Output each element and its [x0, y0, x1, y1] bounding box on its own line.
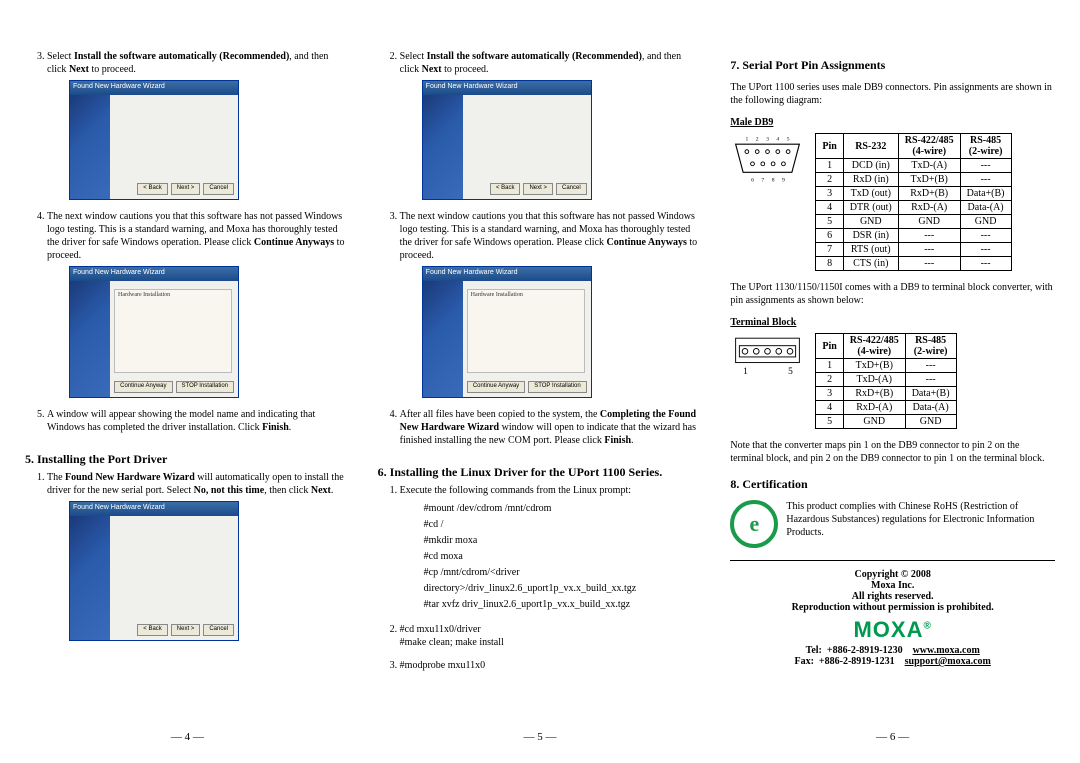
cancel-button[interactable]: Cancel: [556, 183, 587, 195]
section-5-heading: 5. Installing the Port Driver: [25, 452, 350, 467]
linux-step2: #cd mxu11x0/driver #make clean; make ins…: [400, 623, 703, 649]
titlebar: Found New Hardware Wizard: [423, 267, 591, 281]
contact-tel: Tel: +886-2-8919-1230 www.moxa.com: [730, 645, 1055, 656]
warning-panel: Hardware Installation: [114, 289, 232, 373]
stop-button[interactable]: STOP Installation: [528, 381, 586, 393]
tb-pin-table: PinRS-422/485(4-wire)RS-485(2-wire)1TxD+…: [815, 333, 956, 429]
titlebar: Found New Hardware Wizard: [70, 267, 238, 281]
page-num-4: — 4 —: [25, 731, 350, 743]
p4-step4: The next window cautions you that this s…: [47, 210, 350, 398]
terminal-block-diagram: 1 5: [730, 331, 805, 386]
contact-fax: Fax: +886-2-8919-1231 support@moxa.com: [730, 656, 1055, 667]
section-6-heading: 6. Installing the Linux Driver for the U…: [378, 465, 703, 480]
warning-panel: Hardware Installation: [467, 289, 585, 373]
linux-commands-1: #mount /dev/cdrom /mnt/cdrom #cd / #mkdi…: [424, 501, 703, 613]
screenshot-wizard-1: Found New Hardware Wizard < Back Next > …: [69, 80, 239, 200]
dialog-body: Hardware Installation Continue Anyway ST…: [70, 281, 238, 397]
wizard-banner: [70, 281, 110, 397]
hw-install-heading: Hardware Installation: [115, 290, 231, 302]
wizard-banner: [423, 281, 463, 397]
dialog-body: < Back Next > Cancel: [70, 95, 238, 199]
page-num-5: — 5 —: [378, 731, 703, 743]
titlebar: Found New Hardware Wizard: [70, 502, 238, 516]
rohs-icon: e: [730, 500, 778, 548]
svg-text:3: 3: [766, 136, 769, 142]
divider: [730, 560, 1055, 561]
page5-steps: Select Install the software automaticall…: [378, 50, 703, 457]
p4-step5: A window will appear showing the model n…: [47, 408, 350, 434]
wizard-banner: [423, 95, 463, 199]
next-button[interactable]: Next >: [523, 183, 553, 195]
linux-steps: Execute the following commands from the …: [378, 484, 703, 682]
moxa-logo: MOXA®: [730, 617, 1055, 643]
titlebar: Found New Hardware Wizard: [423, 81, 591, 95]
port-driver-steps: The Found New Hardware Wizard will autom…: [25, 471, 350, 651]
male-db9-heading: Male DB9: [730, 117, 1055, 128]
next-button[interactable]: Next >: [171, 183, 201, 195]
wizard-banner: [70, 95, 110, 199]
page-4: Select Install the software automaticall…: [25, 50, 350, 743]
hw-install-heading: Hardware Installation: [468, 290, 584, 302]
p5-step4: After all files have been copied to the …: [400, 408, 703, 447]
linux-step1: Execute the following commands from the …: [400, 484, 703, 613]
continue-button[interactable]: Continue Anyway: [114, 381, 172, 393]
linux-step3: #modprobe mxu11x0: [400, 659, 703, 672]
moxa-inc: Moxa Inc.: [730, 580, 1055, 591]
dialog-body: < Back Next > Cancel: [423, 95, 591, 199]
page4-steps: Select Install the software automaticall…: [25, 50, 350, 444]
page-num-6: — 6 —: [730, 731, 1055, 743]
screenshot-hwinstall-1: Found New Hardware Wizard Hardware Insta…: [69, 266, 239, 398]
page-layout: Select Install the software automaticall…: [25, 50, 1055, 743]
dialog-body: Hardware Installation Continue Anyway ST…: [423, 281, 591, 397]
p4-step3: Select Install the software automaticall…: [47, 50, 350, 200]
terminal-block-heading: Terminal Block: [730, 317, 1055, 328]
back-button[interactable]: < Back: [490, 183, 521, 195]
next-button[interactable]: Next >: [171, 624, 201, 636]
email-link[interactable]: support@moxa.com: [905, 656, 991, 667]
p5-step3: The next window cautions you that this s…: [400, 210, 703, 398]
svg-text:7: 7: [762, 178, 765, 184]
page-5: Select Install the software automaticall…: [378, 50, 703, 743]
screenshot-wizard-2: Found New Hardware Wizard < Back Next > …: [422, 80, 592, 200]
continue-button[interactable]: Continue Anyway: [467, 381, 525, 393]
screenshot-hwinstall-2: Found New Hardware Wizard Hardware Insta…: [422, 266, 592, 398]
svg-text:1: 1: [746, 136, 749, 142]
copyright-line: Copyright © 2008: [730, 569, 1055, 580]
tb-note: The UPort 1130/1150/1150I comes with a D…: [730, 281, 1055, 307]
titlebar: Found New Hardware Wizard: [70, 81, 238, 95]
page-6: 7. Serial Port Pin Assignments The UPort…: [730, 50, 1055, 743]
svg-text:9: 9: [782, 178, 785, 184]
section-7-heading: 7. Serial Port Pin Assignments: [730, 58, 1055, 73]
db9-diagram: 1 2 3 4 5 6 7 8 9: [730, 131, 805, 196]
section-8-heading: 8. Certification: [730, 477, 1055, 492]
cancel-button[interactable]: Cancel: [203, 183, 234, 195]
svg-text:8: 8: [772, 178, 775, 184]
svg-text:1: 1: [743, 367, 748, 377]
back-button[interactable]: < Back: [137, 624, 168, 636]
db9-pin-table: PinRS-232RS-422/485(4-wire)RS-485(2-wire…: [815, 133, 1011, 271]
screenshot-found-hw: Found New Hardware Wizard < Back Next > …: [69, 501, 239, 641]
stop-button[interactable]: STOP Installation: [176, 381, 234, 393]
svg-text:4: 4: [777, 136, 780, 142]
rights: All rights reserved.: [730, 591, 1055, 602]
map-note: Note that the converter maps pin 1 on th…: [730, 439, 1055, 465]
dialog-body: < Back Next > Cancel: [70, 516, 238, 640]
cancel-button[interactable]: Cancel: [203, 624, 234, 636]
section7-intro: The UPort 1100 series uses male DB9 conn…: [730, 81, 1055, 107]
back-button[interactable]: < Back: [137, 183, 168, 195]
svg-text:2: 2: [756, 136, 759, 142]
port-step1: The Found New Hardware Wizard will autom…: [47, 471, 350, 641]
svg-text:6: 6: [751, 178, 754, 184]
svg-text:5: 5: [788, 367, 793, 377]
cert-text: This product complies with Chinese RoHS …: [786, 500, 1055, 539]
cert-row: e This product complies with Chinese RoH…: [730, 500, 1055, 548]
wizard-banner: [70, 516, 110, 640]
www-link[interactable]: www.moxa.com: [913, 645, 980, 656]
repro: Reproduction without permission is prohi…: [730, 602, 1055, 613]
svg-text:5: 5: [787, 136, 790, 142]
p5-step2: Select Install the software automaticall…: [400, 50, 703, 200]
db9-row: 1 2 3 4 5 6 7 8 9 PinRS-232RS-422/485(4-wire)RS…: [730, 131, 1055, 277]
tb-row: 1 5 PinRS-422/485(4-wire)RS-485(2-wire)1…: [730, 331, 1055, 435]
